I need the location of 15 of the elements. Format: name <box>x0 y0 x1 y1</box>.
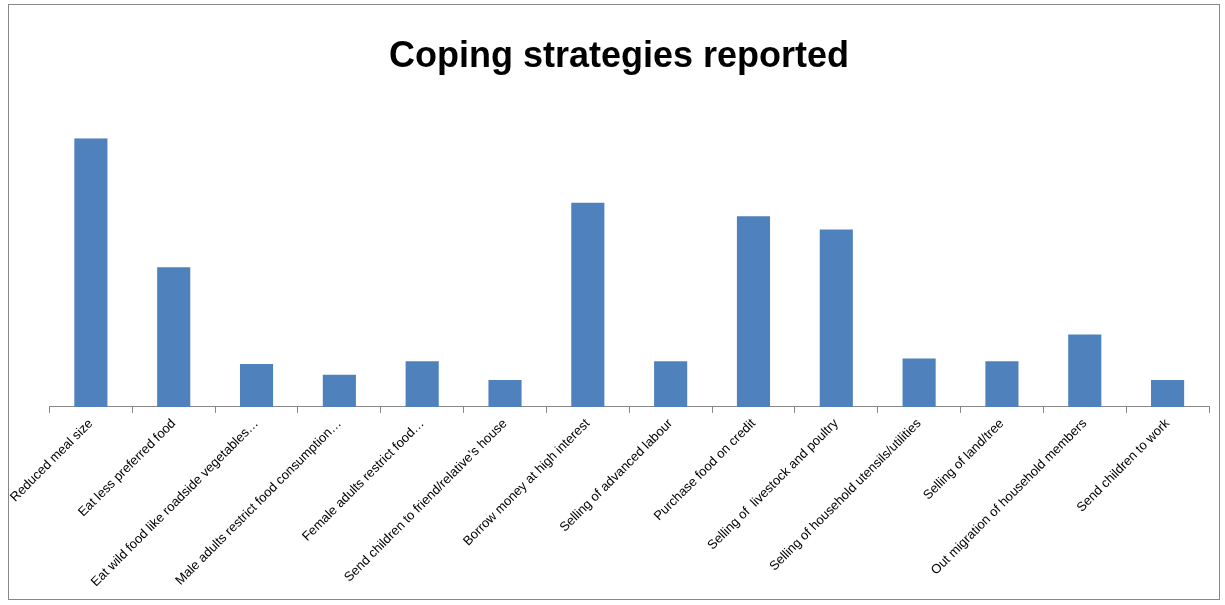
chart-title: Coping strategies reported <box>388 33 850 75</box>
bar <box>571 202 605 407</box>
bar <box>654 361 688 407</box>
bar <box>985 361 1019 407</box>
bar <box>488 380 522 407</box>
bar <box>322 374 356 407</box>
bar <box>819 229 853 407</box>
bar <box>902 358 936 407</box>
bar <box>1151 380 1185 407</box>
bar <box>1068 334 1102 407</box>
bar <box>405 361 439 407</box>
bar <box>157 267 191 407</box>
bar <box>74 138 108 407</box>
bar <box>239 363 274 407</box>
bar <box>736 216 771 407</box>
